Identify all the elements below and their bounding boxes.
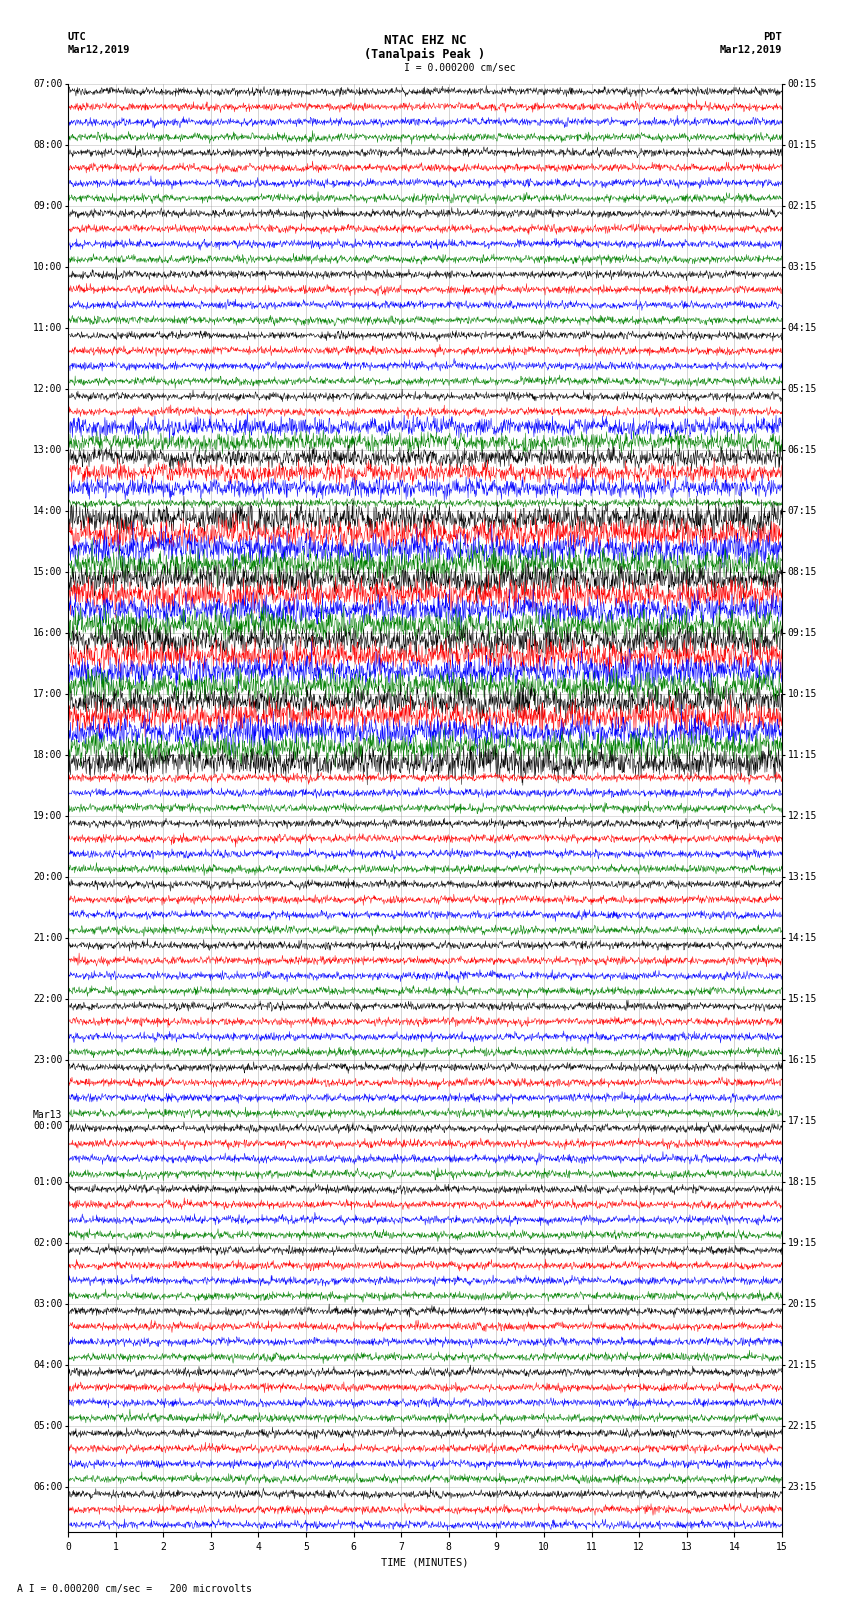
Text: Mar12,2019: Mar12,2019 <box>68 45 131 55</box>
Text: (Tanalpais Peak ): (Tanalpais Peak ) <box>365 48 485 61</box>
Text: A I = 0.000200 cm/sec =   200 microvolts: A I = 0.000200 cm/sec = 200 microvolts <box>17 1584 252 1594</box>
Text: PDT: PDT <box>763 32 782 42</box>
Text: Mar12,2019: Mar12,2019 <box>719 45 782 55</box>
X-axis label: TIME (MINUTES): TIME (MINUTES) <box>382 1558 468 1568</box>
Text: NTAC EHZ NC: NTAC EHZ NC <box>383 34 467 47</box>
Text: I = 0.000200 cm/sec: I = 0.000200 cm/sec <box>404 63 515 73</box>
Text: UTC: UTC <box>68 32 87 42</box>
